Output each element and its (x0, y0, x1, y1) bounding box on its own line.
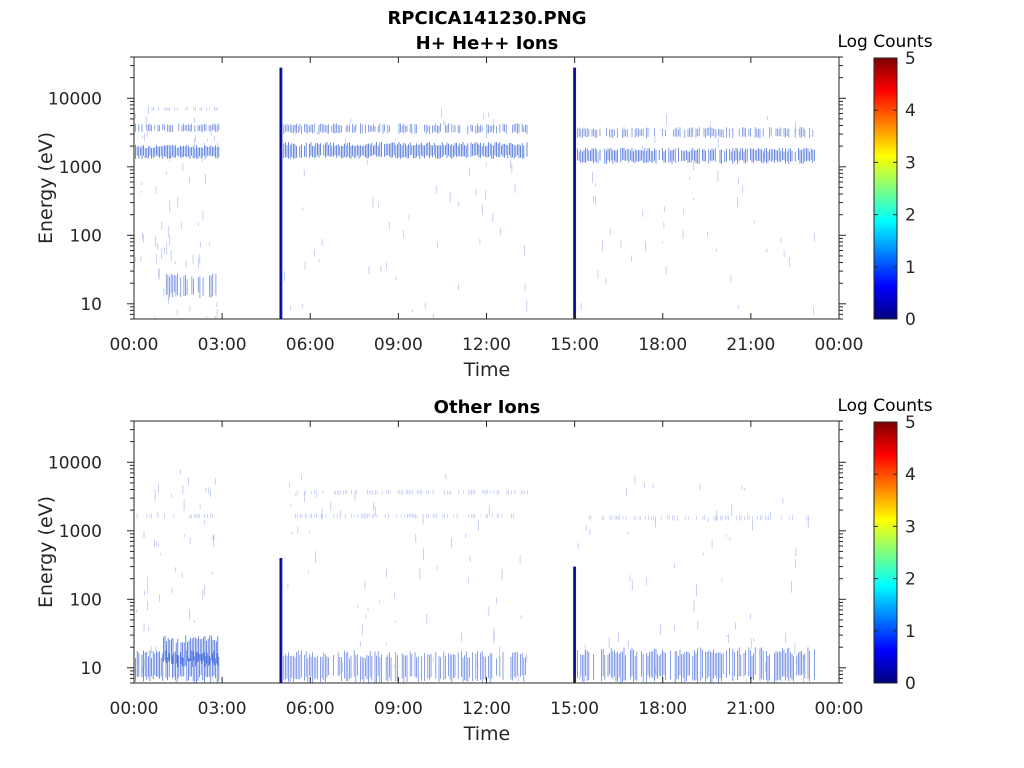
x-tick-label: 15:00 (550, 699, 599, 719)
y-tick-label: 10 (80, 295, 102, 315)
colorbar-tick-label: 2 (905, 206, 916, 226)
spectrogram-marks (133, 469, 815, 683)
colorbar-tick-label: 3 (905, 153, 916, 173)
colorbar (873, 57, 898, 320)
x-tick-label: 06:00 (286, 335, 335, 355)
colorbar-tick-label: 0 (905, 674, 916, 694)
y-axis-label: Energy (eV) (35, 496, 57, 608)
x-tick-label: 00:00 (110, 699, 159, 719)
colorbar-ticks: 0 1 2 3 4 5 (874, 413, 916, 694)
y-tick-label: 10000 (48, 89, 102, 109)
x-tick-label: 15:00 (550, 335, 599, 355)
colorbar-tick-label: 3 (905, 517, 916, 537)
colorbar-tick-label: 1 (905, 258, 916, 278)
x-tick-label: 21:00 (726, 699, 775, 719)
x-tick-label: 18:00 (638, 335, 687, 355)
x-tick-label: 21:00 (726, 335, 775, 355)
figure-title: RPCICA141230.PNG (387, 8, 586, 29)
x-tick-label: 12:00 (462, 335, 511, 355)
colorbar-tick-label: 2 (905, 570, 916, 590)
y-tick-label: 10000 (48, 453, 102, 473)
y-tick-label: 1000 (59, 522, 102, 542)
x-tick-label: 18:00 (638, 699, 687, 719)
panel-other-ions: Other Ions 00:00 03:00 06:00 09:00 12:00 15:0… (35, 396, 933, 745)
colorbar-tick-label: 5 (905, 49, 916, 69)
colorbar-tick-label: 5 (905, 413, 916, 433)
x-axis-label: Time (463, 723, 511, 745)
panel-title: Other Ions (434, 397, 541, 418)
y-tick-label: 10 (80, 659, 102, 679)
y-tick-label: 100 (70, 590, 102, 610)
plot-area (134, 421, 839, 683)
spectrogram-marks (133, 67, 815, 319)
panel-title: H+ He++ Ions (416, 33, 559, 54)
x-tick-label: 00:00 (815, 699, 864, 719)
x-tick-label: 03:00 (198, 335, 247, 355)
plot-area (134, 57, 839, 319)
colorbar-tick-label: 4 (905, 465, 916, 485)
y-tick-label: 100 (70, 226, 102, 246)
x-tick-label: 06:00 (286, 699, 335, 719)
x-tick-label: 09:00 (374, 699, 423, 719)
colorbar-ticks: 0 1 2 3 4 5 (874, 49, 916, 330)
x-tick-label: 09:00 (374, 335, 423, 355)
colorbar-tick-label: 4 (905, 101, 916, 121)
x-tick-label: 00:00 (815, 335, 864, 355)
colorbar-tick-label: 0 (905, 310, 916, 330)
x-tick-label: 00:00 (110, 335, 159, 355)
y-tick-label: 1000 (59, 158, 102, 178)
colorbar-label: Log Counts (837, 32, 932, 52)
x-tick-label: 03:00 (198, 699, 247, 719)
colorbar-tick-label: 1 (905, 622, 916, 642)
y-axis-label: Energy (eV) (35, 132, 57, 244)
x-tick-label: 12:00 (462, 699, 511, 719)
colorbar (873, 421, 898, 684)
axis-ticks: 00:00 03:00 06:00 09:00 12:00 15:00 18:00 21:00… (48, 420, 864, 719)
panel-h-he-ions: H+ He++ Ions 00:00 03:00 06:00 09:00 12:00 15… (35, 32, 933, 381)
x-axis-label: Time (463, 359, 511, 381)
colorbar-label: Log Counts (837, 396, 932, 416)
axis-ticks: 00:00 03:00 06:00 09:00 12:00 15:00 18:00 21:00… (48, 56, 864, 355)
